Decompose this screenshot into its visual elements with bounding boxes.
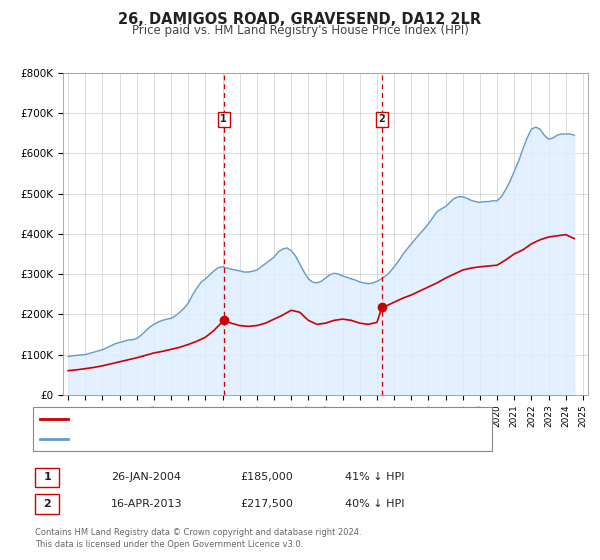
Text: 26, DAMIGOS ROAD, GRAVESEND, DA12 2LR: 26, DAMIGOS ROAD, GRAVESEND, DA12 2LR	[118, 12, 482, 27]
Text: 26, DAMIGOS ROAD, GRAVESEND, DA12 2LR (detached house): 26, DAMIGOS ROAD, GRAVESEND, DA12 2LR (d…	[72, 414, 398, 424]
Text: Price paid vs. HM Land Registry's House Price Index (HPI): Price paid vs. HM Land Registry's House …	[131, 24, 469, 37]
Text: 40% ↓ HPI: 40% ↓ HPI	[345, 499, 404, 509]
Text: £217,500: £217,500	[240, 499, 293, 509]
Text: 1: 1	[220, 114, 227, 124]
Text: 1: 1	[44, 472, 51, 482]
Text: £185,000: £185,000	[240, 472, 293, 482]
Text: 26-JAN-2004: 26-JAN-2004	[111, 472, 181, 482]
Text: Contains HM Land Registry data © Crown copyright and database right 2024.: Contains HM Land Registry data © Crown c…	[35, 528, 361, 536]
Text: 2: 2	[44, 499, 51, 509]
Text: HPI: Average price, detached house, Gravesham: HPI: Average price, detached house, Grav…	[72, 433, 325, 444]
Text: 41% ↓ HPI: 41% ↓ HPI	[345, 472, 404, 482]
Text: 16-APR-2013: 16-APR-2013	[111, 499, 182, 509]
Text: 2: 2	[379, 114, 385, 124]
Text: This data is licensed under the Open Government Licence v3.0.: This data is licensed under the Open Gov…	[35, 540, 303, 549]
